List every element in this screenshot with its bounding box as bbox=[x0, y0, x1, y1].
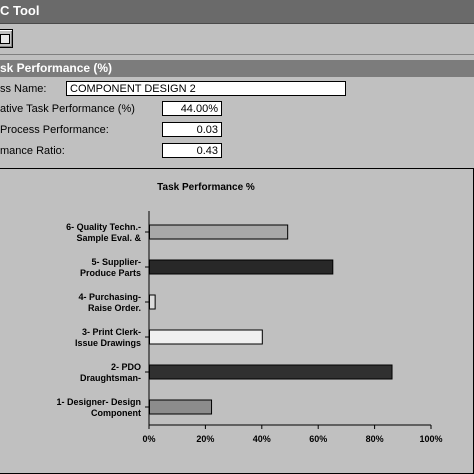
bar bbox=[149, 399, 213, 415]
bar bbox=[149, 294, 156, 310]
category-label: 1- Designer- Design Component bbox=[56, 397, 141, 418]
chart-container: Task Performance % 0% 20% 40% 60% 80% 100% 6- … bbox=[0, 168, 474, 474]
x-tick-label: 80% bbox=[366, 434, 384, 444]
window-icon bbox=[0, 34, 10, 44]
x-tick-label: 0% bbox=[142, 434, 155, 444]
x-tick-label: 20% bbox=[196, 434, 214, 444]
chart-title: Task Performance % bbox=[157, 182, 255, 193]
panel-title: sk Performance (%) bbox=[0, 61, 113, 75]
performance-ratio-label: mance Ratio: bbox=[0, 145, 65, 157]
task-performance-chart: Task Performance % 0% 20% 40% 60% 80% 100% 6- … bbox=[56, 182, 442, 444]
window-titlebar: C Tool bbox=[0, 0, 474, 24]
x-tick-label: 40% bbox=[253, 434, 271, 444]
bar bbox=[149, 259, 334, 275]
category-label: 5- Supplier-Produce Parts bbox=[80, 257, 141, 278]
relative-task-performance-field[interactable]: 44.00% bbox=[162, 101, 222, 116]
panel-header: sk Performance (%) bbox=[0, 60, 474, 77]
bar bbox=[149, 329, 263, 345]
process-performance-field[interactable]: 0.03 bbox=[162, 122, 222, 137]
relative-task-performance-label: ative Task Performance (%) bbox=[0, 103, 135, 115]
process-name-label: ss Name: bbox=[0, 83, 47, 95]
category-label: 6- Quality Techn.-Sample Eval. & bbox=[66, 222, 141, 243]
process-name-field[interactable]: COMPONENT DESIGN 2 bbox=[66, 81, 346, 96]
window-title: C Tool bbox=[0, 3, 40, 18]
category-label: 2- PDO Draughtsman- bbox=[80, 362, 141, 383]
category-label: 4- Purchasing-Raise Order. bbox=[78, 292, 141, 313]
x-tick-label: 100% bbox=[419, 434, 442, 444]
process-performance-label: Process Performance: bbox=[0, 124, 109, 136]
bar bbox=[149, 364, 393, 380]
performance-ratio-field[interactable]: 0.43 bbox=[162, 143, 222, 158]
bar bbox=[149, 224, 289, 240]
x-tick-label: 60% bbox=[309, 434, 327, 444]
toolbar-button[interactable] bbox=[0, 29, 13, 48]
toolbar bbox=[0, 24, 474, 55]
category-label: 3- Print Clerk-Issue Drawings bbox=[75, 327, 141, 348]
